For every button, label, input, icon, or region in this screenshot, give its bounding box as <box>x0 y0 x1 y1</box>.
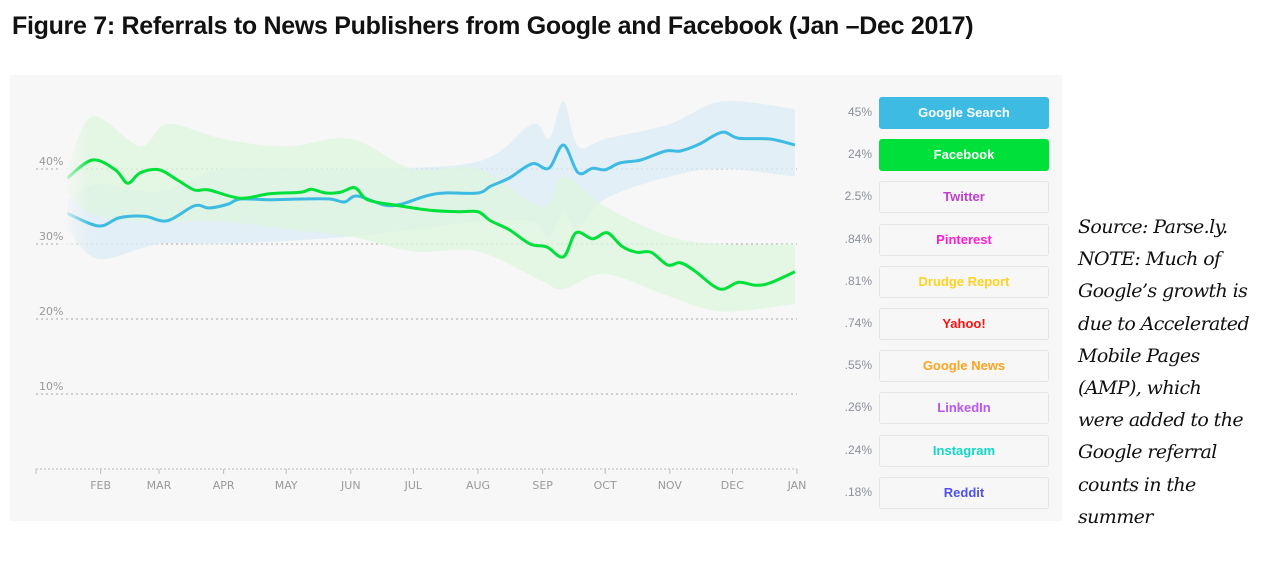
note-line: (AMP), which <box>1078 377 1202 400</box>
legend-percent: 2.5% <box>844 189 872 204</box>
legend-percent: .81% <box>844 273 872 288</box>
legend-item: .18% Reddit <box>826 476 1050 509</box>
x-tick-label: OCT <box>594 479 617 492</box>
legend-item: .74% Yahoo! <box>826 308 1050 340</box>
legend-toggle-button[interactable]: Google Search <box>879 97 1049 129</box>
series-line-0 <box>66 130 796 228</box>
y-tick-label: 40% <box>39 155 63 168</box>
x-tick-label: MAR <box>147 479 172 492</box>
legend-item: 24% Facebook <box>826 139 1050 172</box>
legend-percent: .74% <box>844 316 872 330</box>
y-tick-label: 20% <box>39 305 63 318</box>
legend-item: 45% Google Search <box>826 97 1050 129</box>
figure-title: Figure 7: Referrals to News Publishers f… <box>12 12 974 40</box>
note-line: were added to the <box>1078 409 1244 432</box>
legend-toggle-button[interactable]: Twitter <box>879 181 1049 214</box>
legend-toggle-button[interactable]: LinkedIn <box>879 392 1049 425</box>
legend-percent: 24% <box>847 147 872 162</box>
y-tick-label: 30% <box>39 230 63 243</box>
legend-item: .81% Drudge Report <box>826 265 1050 298</box>
legend-item: .84% Pinterest <box>826 223 1050 256</box>
legend-toggle-button[interactable]: Pinterest <box>879 223 1049 256</box>
note-line: Google referral <box>1078 441 1217 464</box>
legend-item: 2.5% Twitter <box>826 181 1050 214</box>
note-line: summer <box>1078 505 1153 528</box>
note-line: due to Accelerated <box>1078 312 1250 335</box>
x-tick-label: JUN <box>340 479 361 492</box>
note-line: counts in the <box>1078 473 1196 496</box>
x-tick-label: APR <box>213 479 235 492</box>
x-tick-label: AUG <box>466 479 490 492</box>
legend-percent: 45% <box>847 105 872 119</box>
note-line: NOTE: Much of <box>1078 248 1221 271</box>
y-tick-label: 10% <box>39 380 63 393</box>
x-tick-label: SEP <box>532 479 553 492</box>
fade-overlay <box>60 100 90 300</box>
x-tick-label: JUL <box>404 479 423 492</box>
x-tick-label: JAN <box>787 479 807 492</box>
legend-toggle-button[interactable]: Facebook <box>879 139 1049 172</box>
legend-percent: .84% <box>844 231 872 246</box>
series-band-1 <box>67 116 795 312</box>
source-note: Source: Parse.ly. NOTE: Much of Google’s g… <box>1078 211 1250 533</box>
legend-item: .55% Google News <box>826 350 1050 383</box>
legend-toggle-button[interactable]: Google News <box>879 350 1049 383</box>
note-line: Source: Parse.ly. <box>1078 216 1228 238</box>
legend-item: .24% Instagram <box>826 434 1050 467</box>
legend-percent: .55% <box>844 358 872 373</box>
legend-percent: .18% <box>844 484 872 499</box>
x-tick-label: NOV <box>658 479 683 492</box>
legend-toggle-button[interactable]: Reddit <box>879 476 1049 509</box>
legend-percent: .24% <box>844 442 872 457</box>
legend-toggle-button[interactable]: Drudge Report <box>879 265 1049 298</box>
legend-percent: .26% <box>844 400 872 415</box>
x-tick-label: FEB <box>90 479 111 492</box>
legend-toggle-button[interactable]: Instagram <box>879 434 1049 467</box>
note-line: Google’s growth is <box>1078 280 1248 303</box>
legend-toggle-button[interactable]: Yahoo! <box>879 308 1049 340</box>
note-line: Mobile Pages <box>1078 344 1200 367</box>
x-tick-label: MAY <box>275 479 298 492</box>
legend-item: .26% LinkedIn <box>826 392 1050 425</box>
x-tick-label: DEC <box>721 479 744 492</box>
